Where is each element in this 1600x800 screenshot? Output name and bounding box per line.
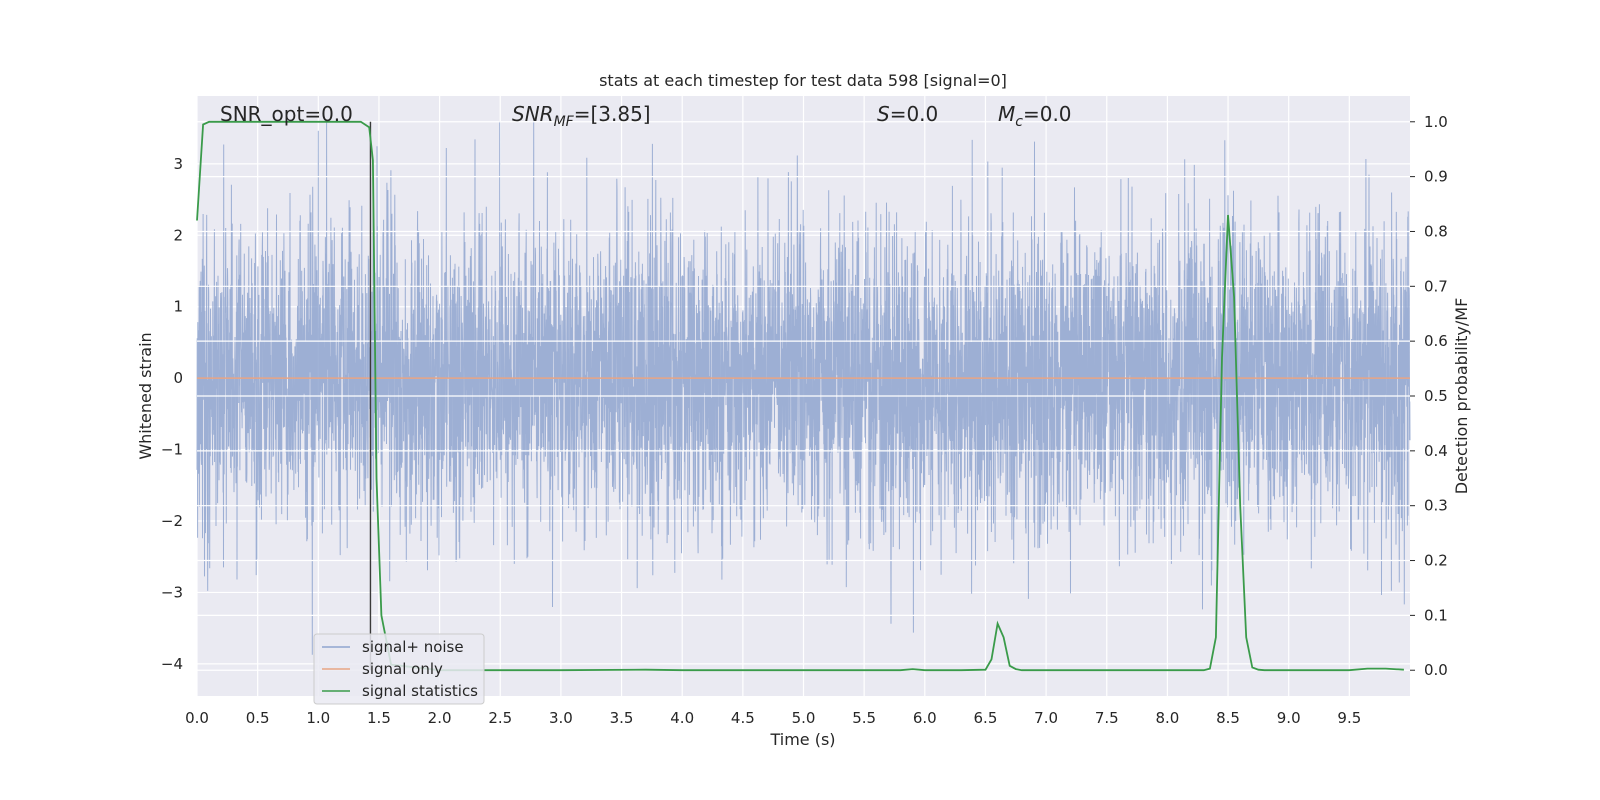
y-right-axis-label: Detection probability/MF <box>1452 298 1471 495</box>
x-axis-label: Time (s) <box>769 730 835 749</box>
x-tick-label: 0.5 <box>246 709 270 727</box>
legend: signal+ noise signal only signal statist… <box>313 633 485 705</box>
x-tick-label: 9.5 <box>1337 709 1361 727</box>
annotation-snr-mf-symbol: SNR <box>512 102 554 126</box>
x-tick-label: 4.0 <box>670 709 694 727</box>
annotation-s: S=0.0 <box>877 102 938 126</box>
y-left-axis-label: Whitened strain <box>136 332 155 459</box>
y-right-tick-label: 0.1 <box>1424 606 1448 624</box>
y-right-tick-label: 0.6 <box>1424 332 1448 350</box>
y-right-tick-labels: 1.0 0.9 0.8 0.7 0.6 0.5 0.4 0.3 0.2 0.1 0.0 <box>1410 113 1448 679</box>
y-left-tick-label: 3 <box>173 155 183 173</box>
y-left-tick-label: −2 <box>161 512 183 530</box>
series-signal-noise <box>196 120 1411 655</box>
y-right-tick-label: 0.3 <box>1424 497 1448 515</box>
x-tick-label: 2.0 <box>428 709 452 727</box>
legend-label-signal-noise: signal+ noise <box>362 638 464 656</box>
y-left-tick-label: 2 <box>173 226 183 244</box>
x-tick-label: 7.5 <box>1095 709 1119 727</box>
legend-label-signal-only: signal only <box>362 660 443 678</box>
right-axis-gridlines <box>197 121 1410 671</box>
y-left-tick-label: 1 <box>173 298 183 316</box>
x-tick-label: 7.0 <box>1034 709 1058 727</box>
y-left-tick-label: 0 <box>173 369 183 387</box>
x-tick-label: 0.0 <box>185 709 209 727</box>
x-tick-label: 5.5 <box>852 709 876 727</box>
annotation-s-symbol: S <box>877 102 890 126</box>
annotation-mc-symbol: M <box>998 102 1015 126</box>
x-tick-label: 4.5 <box>731 709 755 727</box>
y-right-tick-label: 0.8 <box>1424 222 1448 240</box>
chart-title: stats at each timestep for test data 598… <box>599 71 1007 90</box>
annotation-snr-opt: SNR_opt=0.0 <box>220 102 353 126</box>
legend-label-signal-statistics: signal statistics <box>362 682 478 700</box>
x-tick-label: 9.0 <box>1277 709 1301 727</box>
y-right-tick-label: 0.4 <box>1424 442 1448 460</box>
legend-box <box>313 633 485 705</box>
annotation-mc: Mc=0.0 <box>998 102 1072 130</box>
x-tick-label: 8.0 <box>1155 709 1179 727</box>
y-left-tick-label: −1 <box>161 441 183 459</box>
annotation-snr-mf-subscript: MF <box>554 114 575 130</box>
x-tick-label: 8.5 <box>1216 709 1240 727</box>
annotation-snr-mf: SNRMF=[3.85] <box>512 102 651 130</box>
x-tick-label: 1.5 <box>367 709 391 727</box>
y-left-tick-label: −4 <box>161 655 183 673</box>
y-right-tick-label: 0.0 <box>1424 661 1448 679</box>
y-left-tick-labels: 3 2 1 0 −1 −2 −3 −4 <box>161 155 183 673</box>
x-tick-label: 3.0 <box>549 709 573 727</box>
y-right-tick-label: 0.9 <box>1424 168 1448 186</box>
y-right-tick-label: 0.5 <box>1424 387 1448 405</box>
annotation-mc-value: =0.0 <box>1023 102 1072 126</box>
annotation-mc-subscript: c <box>1015 114 1023 130</box>
x-tick-label: 1.0 <box>306 709 330 727</box>
x-tick-label: 2.5 <box>488 709 512 727</box>
y-right-tick-label: 1.0 <box>1424 113 1448 131</box>
x-tick-label: 5.0 <box>792 709 816 727</box>
annotation-s-value: =0.0 <box>890 102 939 126</box>
x-tick-label: 6.5 <box>974 709 998 727</box>
x-tick-label: 6.0 <box>913 709 937 727</box>
y-right-tick-label: 0.7 <box>1424 277 1448 295</box>
x-tick-labels: 0.0 0.5 1.0 1.5 2.0 2.5 3.0 3.5 4.0 4.5 5.0 5.5 6.0 6… <box>185 709 1361 727</box>
annotation-snr-mf-value: =[3.85] <box>574 102 651 126</box>
series-signal-statistics <box>196 120 1404 672</box>
y-left-tick-label: −3 <box>161 583 183 601</box>
y-right-tick-label: 0.2 <box>1424 552 1448 570</box>
x-tick-label: 3.5 <box>610 709 634 727</box>
